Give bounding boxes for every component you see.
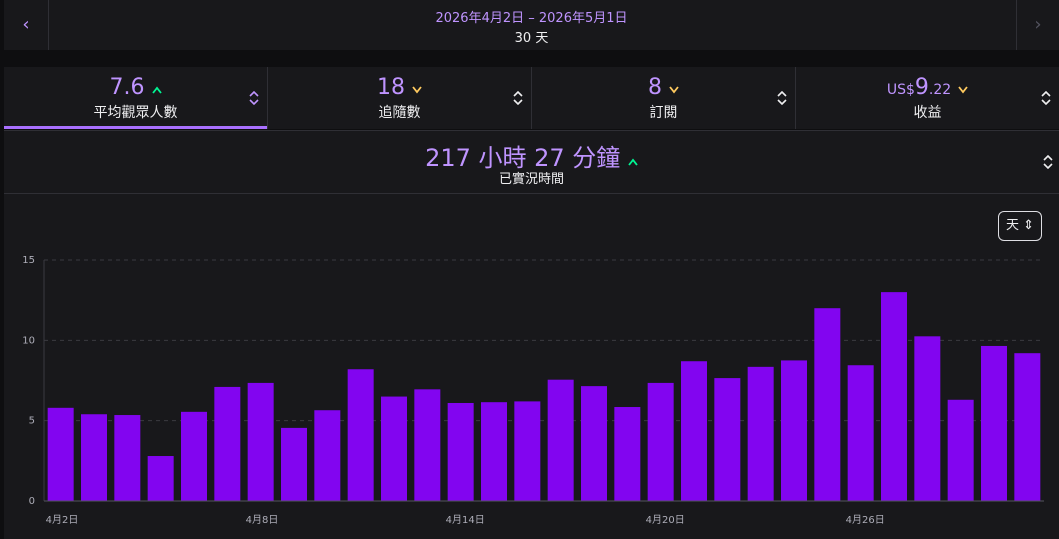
bar — [914, 336, 941, 501]
bar — [181, 411, 207, 501]
value: 217 小時 27 分鐘 — [425, 144, 621, 172]
summary-label: 已實況時間 — [498, 172, 564, 187]
bar — [947, 399, 974, 501]
bar — [481, 402, 507, 501]
bar — [281, 427, 307, 501]
x-tick-label: 4月20日 — [646, 514, 685, 526]
tab-label: 追隨數 — [378, 105, 421, 121]
date-range: 2026年4月2日 – 2026年5月1日 — [435, 11, 628, 26]
tab[interactable]: US$9.22 收益 — [796, 67, 1059, 129]
down-icon — [412, 86, 422, 94]
bar — [781, 360, 807, 501]
bar — [114, 415, 141, 501]
interval-label: 天 — [1005, 218, 1019, 233]
date-nav: ‹ 2026年4月2日 – 2026年5月1日 30 天 › — [4, 0, 1059, 50]
y-tick-label: 15 — [22, 255, 35, 266]
bar — [747, 366, 774, 501]
bar — [614, 407, 641, 501]
prev-button[interactable]: ‹ — [4, 0, 49, 50]
suffix: .22 — [928, 82, 952, 98]
value: 9 — [914, 75, 929, 100]
tab-value: 8 — [532, 75, 795, 100]
sort-icon — [249, 91, 259, 105]
bar — [581, 386, 607, 501]
bar — [381, 396, 407, 501]
bar — [547, 379, 574, 501]
up-icon — [628, 158, 638, 166]
up-icon — [151, 86, 162, 94]
bar — [414, 389, 441, 501]
summary-value: 217 小時 27 分鐘 — [4, 138, 1059, 173]
bar — [347, 369, 374, 501]
value: 8 — [648, 75, 662, 100]
bar — [247, 382, 274, 501]
y-tick-label: 10 — [22, 335, 35, 346]
bar — [1014, 353, 1041, 501]
tab-value: 18 — [268, 75, 531, 100]
bar — [681, 361, 707, 501]
bar — [514, 401, 541, 501]
bar — [647, 382, 674, 501]
bar — [981, 345, 1007, 501]
down-icon — [958, 86, 968, 94]
tab-value: US$9.22 — [796, 75, 1059, 100]
tab[interactable]: 18 追隨數 — [268, 67, 532, 129]
bar — [314, 410, 341, 501]
bar — [714, 378, 741, 501]
tab[interactable]: 7.6 平均觀眾人數 — [4, 67, 268, 129]
period: 30 天 — [514, 31, 549, 46]
active-indicator — [4, 126, 267, 129]
bar — [81, 414, 107, 501]
bar — [814, 308, 841, 501]
sort-icon — [513, 91, 523, 105]
value: 18 — [377, 75, 405, 100]
y-tick-label: 0 — [29, 496, 35, 507]
x-tick-label: 4月2日 — [46, 514, 79, 526]
bar — [847, 365, 874, 501]
prefix: US$ — [886, 82, 915, 98]
x-tick-label: 4月26日 — [846, 514, 885, 526]
bar — [881, 292, 907, 501]
tab-label: 訂閱 — [649, 105, 678, 121]
tab-label: 收益 — [913, 105, 942, 121]
y-tick-label: 5 — [29, 416, 35, 427]
tab-value: 7.6 — [4, 75, 267, 100]
summary[interactable]: 217 小時 27 分鐘 已實況時間 — [4, 130, 1059, 193]
bar — [147, 456, 174, 501]
sort-icon — [1043, 155, 1053, 169]
down-icon — [669, 86, 679, 94]
value: 7.6 — [109, 75, 145, 100]
interval-select[interactable]: 天 ⇕ — [998, 211, 1042, 241]
x-tick-label: 4月14日 — [446, 514, 485, 526]
x-tick-label: 4月8日 — [246, 514, 279, 526]
tab[interactable]: 8 訂閱 — [532, 67, 796, 129]
bar — [47, 407, 74, 501]
sort-icon — [777, 91, 787, 105]
bar — [214, 386, 241, 501]
sort-icon — [1041, 91, 1051, 105]
bar — [447, 402, 474, 501]
next-button[interactable]: › — [1016, 0, 1059, 50]
tab-label: 平均觀眾人數 — [93, 105, 178, 121]
